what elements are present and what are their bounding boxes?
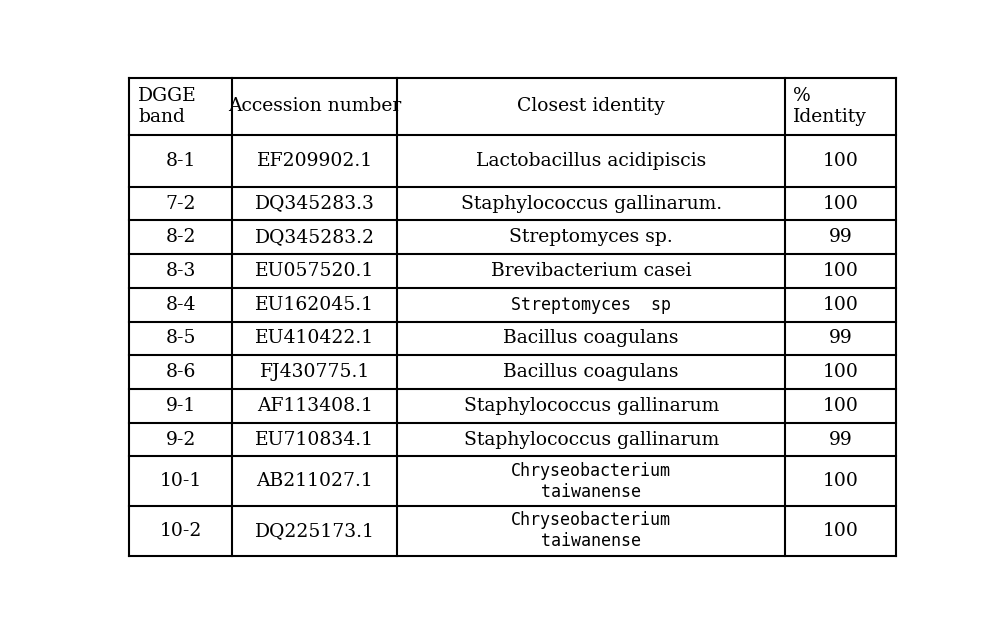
Text: Staphylococcus gallinarum: Staphylococcus gallinarum <box>464 431 719 448</box>
Text: DGGE
band: DGGE band <box>138 87 197 125</box>
Text: 99: 99 <box>829 228 852 246</box>
Text: DQ345283.2: DQ345283.2 <box>255 228 375 246</box>
Text: Closest identity: Closest identity <box>517 97 665 115</box>
Text: FJ430775.1: FJ430775.1 <box>260 363 370 381</box>
Text: 100: 100 <box>823 296 858 314</box>
Text: Accession number: Accession number <box>228 97 402 115</box>
Text: EU710834.1: EU710834.1 <box>255 431 374 448</box>
Text: Lactobacillus acidipiscis: Lactobacillus acidipiscis <box>476 152 706 170</box>
Text: DQ345283.3: DQ345283.3 <box>255 194 375 213</box>
Text: 8-3: 8-3 <box>165 262 196 280</box>
Text: AF113408.1: AF113408.1 <box>257 397 373 415</box>
Text: Brevibacterium casei: Brevibacterium casei <box>491 262 691 280</box>
Text: AB211027.1: AB211027.1 <box>257 472 373 490</box>
Text: 9-1: 9-1 <box>166 397 196 415</box>
Text: Streptomyces  sp: Streptomyces sp <box>511 296 671 314</box>
Text: Streptomyces sp.: Streptomyces sp. <box>509 228 673 246</box>
Text: 8-5: 8-5 <box>165 329 196 347</box>
Text: 100: 100 <box>823 472 858 490</box>
Text: EF209902.1: EF209902.1 <box>257 152 373 170</box>
Text: 100: 100 <box>823 194 858 213</box>
Text: DQ225173.1: DQ225173.1 <box>255 522 375 540</box>
Text: Staphylococcus gallinarum.: Staphylococcus gallinarum. <box>461 194 722 213</box>
Text: 100: 100 <box>823 152 858 170</box>
Text: EU410422.1: EU410422.1 <box>255 329 374 347</box>
Text: Staphylococcus gallinarum: Staphylococcus gallinarum <box>464 397 719 415</box>
Text: Chryseobacterium
taiwanense: Chryseobacterium taiwanense <box>511 462 671 500</box>
Text: %
Identity: % Identity <box>793 87 866 125</box>
Text: 10-2: 10-2 <box>159 522 202 540</box>
Text: EU162045.1: EU162045.1 <box>255 296 374 314</box>
Text: 100: 100 <box>823 522 858 540</box>
Text: Bacillus coagulans: Bacillus coagulans <box>503 363 679 381</box>
Text: 7-2: 7-2 <box>165 194 196 213</box>
Text: 8-1: 8-1 <box>165 152 196 170</box>
Text: 10-1: 10-1 <box>160 472 202 490</box>
Text: 99: 99 <box>829 431 852 448</box>
Text: Chryseobacterium
taiwanense: Chryseobacterium taiwanense <box>511 512 671 551</box>
Text: 100: 100 <box>823 363 858 381</box>
Text: 100: 100 <box>823 262 858 280</box>
Text: 8-4: 8-4 <box>165 296 196 314</box>
Text: 9-2: 9-2 <box>165 431 196 448</box>
Text: EU057520.1: EU057520.1 <box>255 262 375 280</box>
Text: 8-6: 8-6 <box>165 363 196 381</box>
Text: 100: 100 <box>823 397 858 415</box>
Text: 8-2: 8-2 <box>165 228 196 246</box>
Text: 99: 99 <box>829 329 852 347</box>
Text: Bacillus coagulans: Bacillus coagulans <box>503 329 679 347</box>
